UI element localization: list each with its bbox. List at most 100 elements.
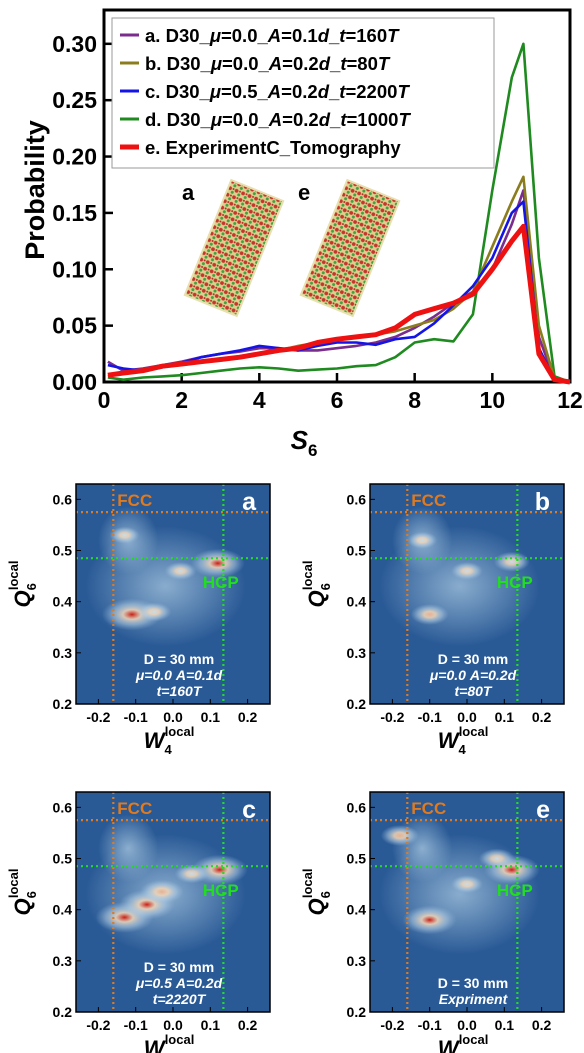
density-blob bbox=[380, 824, 419, 846]
legend-text-part: t bbox=[339, 25, 346, 46]
x-tick-label: -0.1 bbox=[124, 1017, 148, 1033]
density-blob bbox=[451, 561, 483, 580]
x-axis-label-sub: 4 bbox=[164, 742, 172, 757]
legend-text-part: d bbox=[319, 53, 331, 74]
y-tick-label: 0.2 bbox=[53, 1004, 73, 1020]
y-tick-label: 0.6 bbox=[347, 799, 367, 815]
legend-text-part: =80 bbox=[346, 53, 377, 74]
legend-entry-b: b. D30_μ=0.0_A=0.2d_t=80T bbox=[145, 53, 391, 74]
legend-text-part: =0.0_ bbox=[222, 109, 270, 130]
density-blob bbox=[164, 561, 197, 580]
y-tick-label: 0.4 bbox=[347, 902, 367, 918]
heatmap-panel-c: FCC HCP c D = 30 mmμ=0.5 A=0.2dt=2220T 0.2 0.… bbox=[6, 791, 271, 1053]
y-axis-label-sup: local bbox=[6, 869, 21, 899]
x-tick-label: -0.1 bbox=[124, 709, 148, 725]
legend-text-part: =0.2 bbox=[282, 53, 319, 74]
legend-text-part: T bbox=[387, 25, 400, 46]
x-tick-label: 4 bbox=[253, 387, 266, 413]
panel-letter: b bbox=[535, 488, 550, 516]
legend-text-part: =1000 bbox=[346, 109, 398, 130]
panel-parameter-text: t=80T bbox=[455, 683, 493, 699]
x-tick-label: 0.0 bbox=[457, 709, 477, 725]
panel-letter: c bbox=[242, 796, 256, 824]
legend-text-part: _ bbox=[329, 109, 341, 130]
y-axis-label: Q6local bbox=[300, 869, 333, 916]
y-tick-label: 0.25 bbox=[52, 87, 97, 113]
x-tick-label: 0.1 bbox=[201, 709, 221, 725]
legend-text-part: D30_ bbox=[167, 53, 212, 74]
y-tick-label: 0.5 bbox=[347, 543, 367, 559]
x-tick-label: -0.1 bbox=[418, 1017, 442, 1033]
panel-parameter-text: μ=0.0 A=0.1d bbox=[135, 667, 223, 683]
legend-text-part: =0.2 bbox=[281, 81, 318, 102]
y-axis-label: Q6local bbox=[300, 561, 333, 608]
panel-parameter-text: D = 30 mm bbox=[144, 651, 214, 667]
x-tick-label: -0.2 bbox=[86, 1017, 110, 1033]
legend-text-part: μ bbox=[209, 25, 221, 46]
x-axis-label-main: S bbox=[291, 425, 309, 455]
legend-text-part: μ bbox=[210, 53, 222, 74]
particle-packing-outline bbox=[299, 178, 401, 318]
x-tick-label: -0.2 bbox=[380, 709, 404, 725]
legend-text-part: T bbox=[378, 53, 391, 74]
legend-text-part: A bbox=[267, 81, 281, 102]
y-tick-label: 0.5 bbox=[53, 851, 73, 867]
legend-text-part: T bbox=[397, 81, 410, 102]
density-blob bbox=[139, 879, 184, 904]
fcc-label: FCC bbox=[117, 491, 152, 510]
x-tick-label: 12 bbox=[557, 387, 583, 413]
x-tick-label: -0.1 bbox=[418, 709, 442, 725]
x-axis-label-sub: 4 bbox=[458, 1050, 466, 1053]
y-axis-label-main: Q bbox=[304, 898, 329, 915]
panel-parameter-text: t=160T bbox=[157, 683, 203, 699]
x-tick-label: 0 bbox=[98, 387, 111, 413]
y-axis-label-sup: local bbox=[300, 869, 315, 899]
x-tick-label: 0.0 bbox=[163, 709, 183, 725]
x-tick-label: 10 bbox=[480, 387, 506, 413]
legend-text-part: =0.1 bbox=[281, 25, 318, 46]
legend-text-part: A bbox=[268, 109, 282, 130]
heatmap-density bbox=[370, 484, 564, 704]
y-axis-label-sub: 6 bbox=[318, 891, 333, 898]
density-haze bbox=[392, 814, 453, 883]
legend-text-part: μ bbox=[210, 109, 222, 130]
x-axis-label-main: W bbox=[144, 1036, 167, 1053]
legend-box bbox=[111, 17, 495, 169]
particle-packing-body bbox=[300, 180, 400, 316]
density-blob bbox=[174, 864, 209, 884]
particle-packing-image bbox=[183, 178, 285, 318]
x-tick-label: 6 bbox=[331, 387, 344, 413]
fcc-label: FCC bbox=[411, 491, 446, 510]
density-blob bbox=[410, 603, 449, 625]
hcp-label: HCP bbox=[497, 573, 533, 592]
particle-packing-outline bbox=[183, 178, 285, 318]
density-blob bbox=[493, 551, 530, 572]
x-tick-label: 2 bbox=[175, 387, 188, 413]
legend-letter: b. bbox=[145, 53, 161, 74]
y-axis-label: Probability bbox=[20, 120, 50, 260]
panel-letter: a bbox=[242, 488, 257, 516]
y-tick-label: 0.3 bbox=[347, 953, 367, 969]
legend-letter: d. bbox=[145, 109, 161, 130]
y-tick-label: 0.6 bbox=[347, 491, 367, 507]
density-blob bbox=[109, 526, 140, 544]
panel-parameter-text: D = 30 mm bbox=[144, 959, 214, 975]
y-tick-label: 0.4 bbox=[53, 902, 73, 918]
legend-text-part: A bbox=[268, 53, 282, 74]
inset-label: e bbox=[298, 180, 310, 205]
series-line-e bbox=[107, 223, 571, 385]
panel-letter: e bbox=[536, 796, 550, 824]
heatmap-panel-a: FCC HCP a D = 30 mmμ=0.0 A=0.1dt=160T 0.2 0.3… bbox=[6, 483, 271, 757]
y-tick-label: 0.05 bbox=[52, 313, 97, 339]
legend-letter: e. bbox=[145, 137, 160, 158]
x-tick-label: -0.2 bbox=[86, 709, 110, 725]
y-tick-label: 0.10 bbox=[52, 256, 97, 282]
y-tick-label: 0.15 bbox=[52, 200, 97, 226]
y-tick-label: 0.30 bbox=[52, 31, 97, 57]
x-axis-label: W4 local bbox=[144, 1032, 195, 1053]
x-tick-label: 0.0 bbox=[163, 1017, 183, 1033]
x-axis-label-sup: local bbox=[459, 1032, 489, 1047]
x-tick-label: 0.0 bbox=[457, 1017, 477, 1033]
panel-parameter-text: t=2220T bbox=[153, 991, 207, 1007]
x-axis-label-sup: local bbox=[165, 1032, 195, 1047]
